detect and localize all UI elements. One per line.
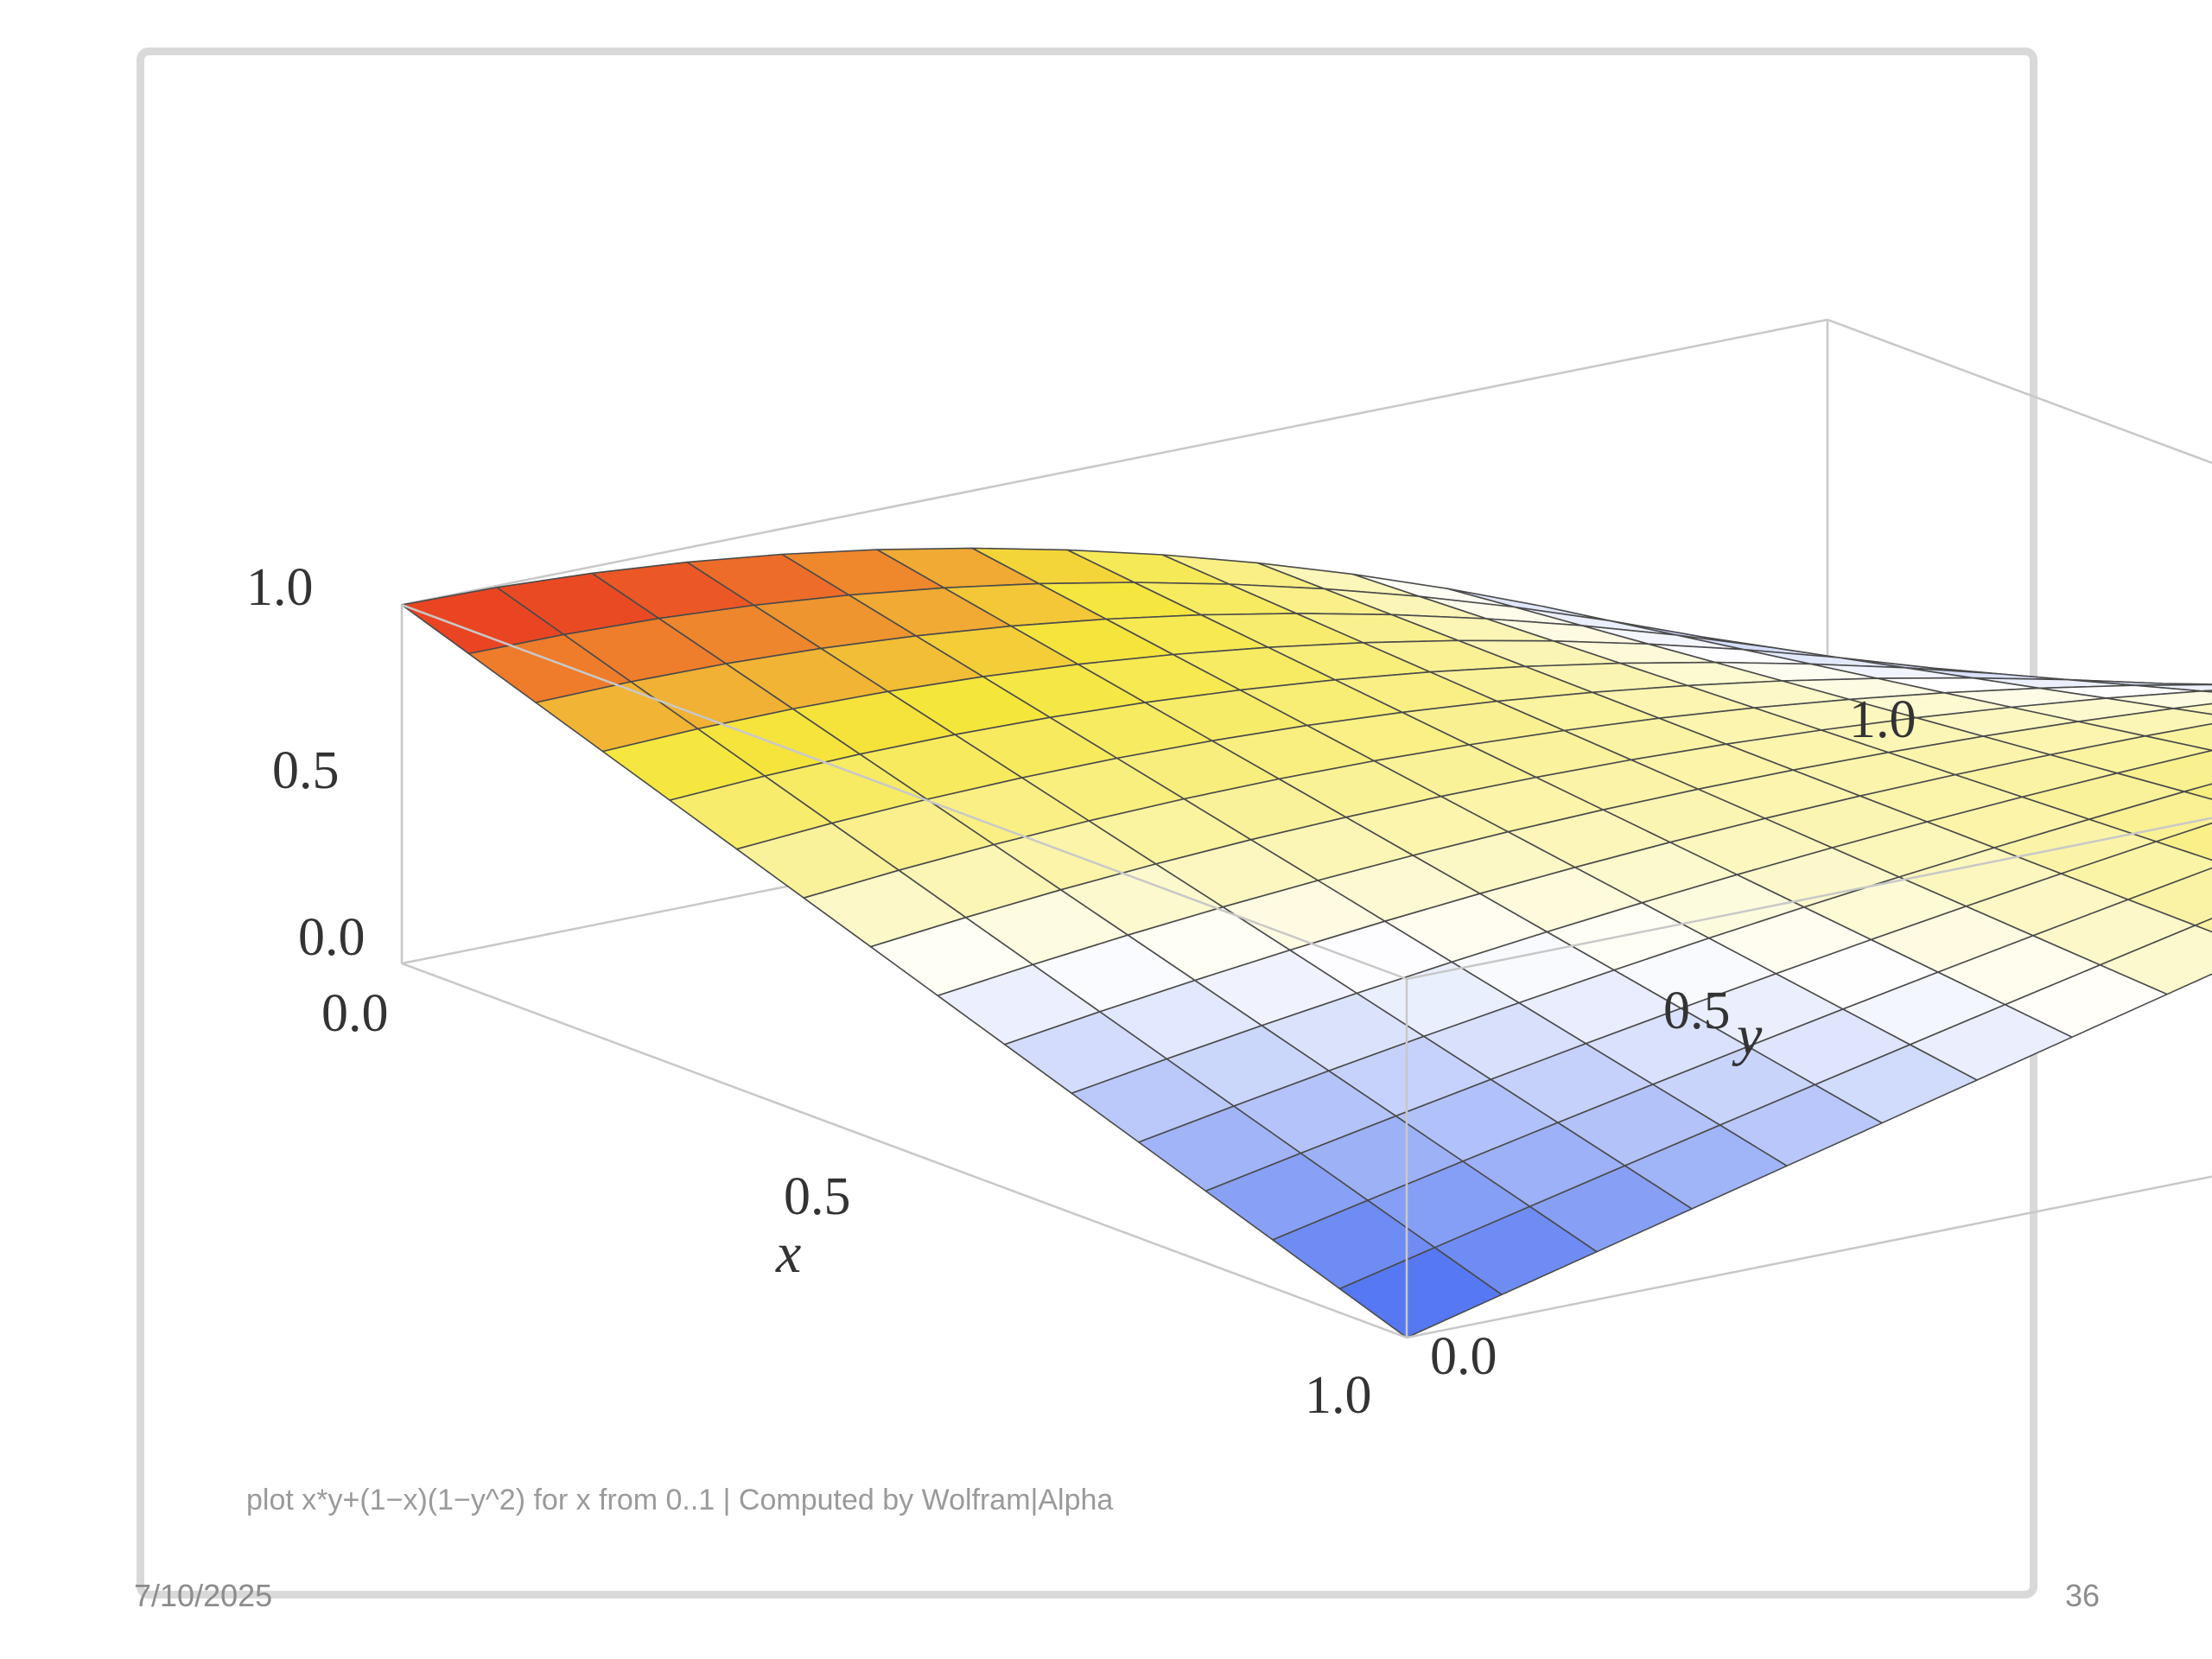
box-edge [401, 603, 1408, 981]
box-edge [401, 318, 1828, 607]
plot-caption: plot x*y+(1−x)(1−y^2) for x from 0..1 | … [246, 1484, 1114, 1516]
y-tick-label: 0.5 [1663, 982, 1731, 1040]
box-edge [1406, 817, 2212, 981]
slide-page-number: 36 [2065, 1578, 2101, 1613]
surface-cell [2172, 702, 2212, 715]
x-tick-label: 0.0 [321, 984, 389, 1043]
box-edge [401, 962, 1408, 1339]
slide-date: 7/10/2025 [134, 1578, 273, 1613]
z-tick-label: 0.5 [272, 741, 340, 800]
box-edge [1406, 1175, 2212, 1339]
x-tick-label: 0.5 [784, 1167, 851, 1226]
surface-cell [2194, 918, 2212, 933]
y-tick-label: 0.0 [1430, 1327, 1497, 1386]
surface-mesh [401, 547, 2212, 1338]
x-tick-label: 1.0 [1305, 1366, 1372, 1425]
surface-cell [2183, 783, 2212, 800]
axis-ticks: 1.0 0.5 0.0 0.0 0.5 1.0 0.0 0.5 1.0 x y [246, 558, 1916, 1425]
box-edge [1827, 318, 2212, 465]
x-axis-label: x [775, 1222, 801, 1285]
y-tick-label: 1.0 [1849, 690, 1916, 749]
z-tick-label: 1.0 [246, 558, 314, 617]
y-axis-label: y [1732, 1004, 1763, 1067]
bounding-box-front-edges [400, 603, 2212, 1339]
surface-cell [1338, 1247, 1503, 1338]
z-tick-label: 0.0 [298, 908, 365, 967]
